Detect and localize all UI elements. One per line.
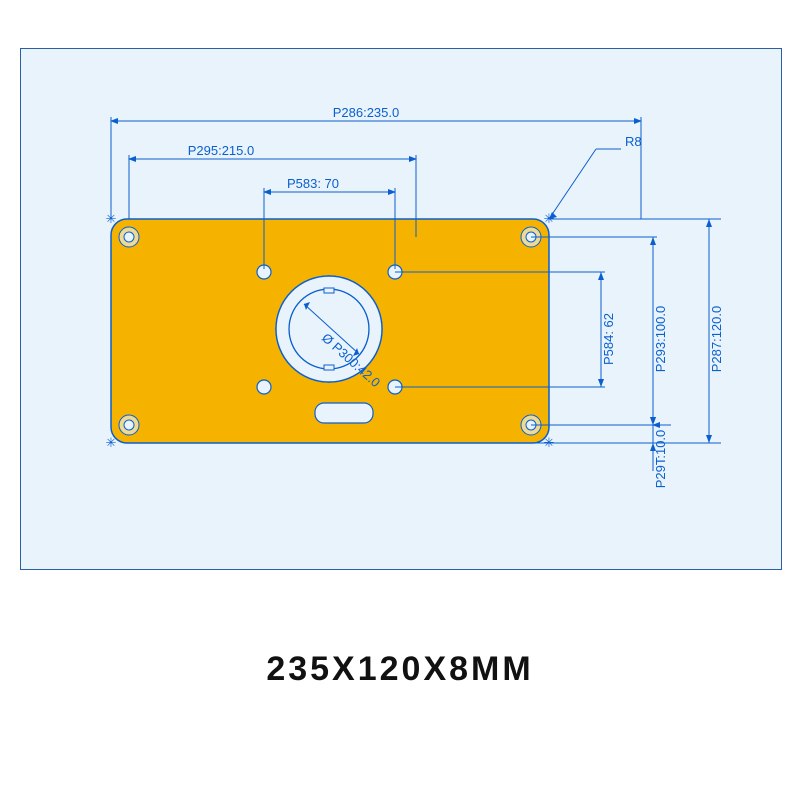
dim-label: P584: 62 (601, 313, 616, 365)
radius-label: R8 (625, 134, 642, 149)
dim-label: P293:100.0 (653, 306, 668, 373)
technical-drawing: P286:235.0 P295:215.0 P583: 70 P584: 62 P293… (21, 49, 781, 569)
corner-mark: ✳ (544, 435, 555, 450)
corner-mark: ✳ (106, 211, 117, 226)
dim-label: P29T:10.0 (653, 430, 668, 489)
corner-mark: ✳ (106, 435, 117, 450)
dim-label: P295:215.0 (188, 143, 255, 158)
dimensions-caption: 235X120X8MM (0, 650, 800, 689)
dim-label: P583: 70 (287, 176, 339, 191)
dim-label: P286:235.0 (333, 105, 400, 120)
mount-hole (257, 380, 271, 394)
slot-cutout (315, 403, 373, 423)
drawing-canvas: P286:235.0 P295:215.0 P583: 70 P584: 62 P293… (20, 48, 782, 570)
corner-mark: ✳ (544, 211, 555, 226)
dim-label: P287:120.0 (709, 306, 724, 373)
